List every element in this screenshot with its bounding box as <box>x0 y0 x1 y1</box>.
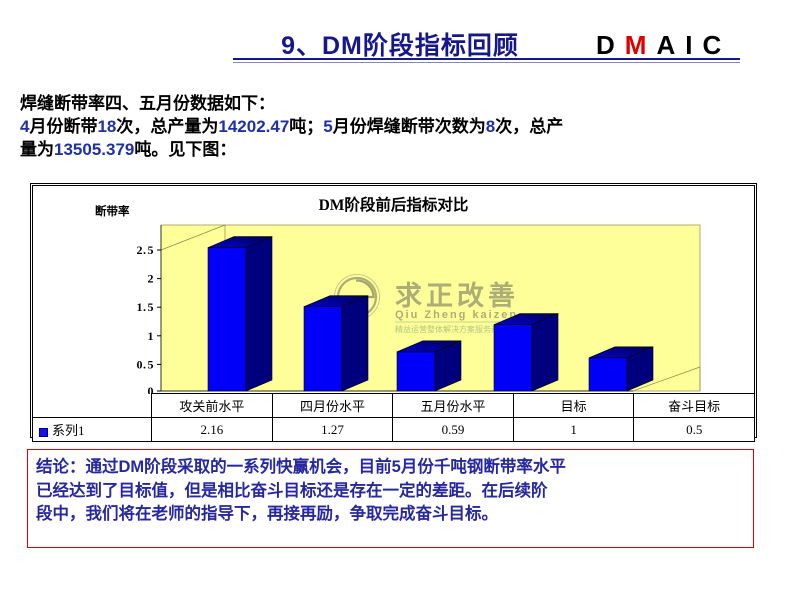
svg-text:Qiu Zheng kaizen: Qiu Zheng kaizen <box>395 309 518 321</box>
svg-text:1.5: 1.5 <box>137 300 155 314</box>
svg-text:0.5: 0.5 <box>137 357 155 371</box>
svg-text:2: 2 <box>148 272 155 286</box>
svg-text:1: 1 <box>148 329 155 343</box>
svg-text:精益运营整体解决方案服务商: 精益运营整体解决方案服务商 <box>395 324 499 334</box>
svg-text:求正改善: 求正改善 <box>395 280 519 311</box>
svg-text:2.5: 2.5 <box>137 243 155 257</box>
